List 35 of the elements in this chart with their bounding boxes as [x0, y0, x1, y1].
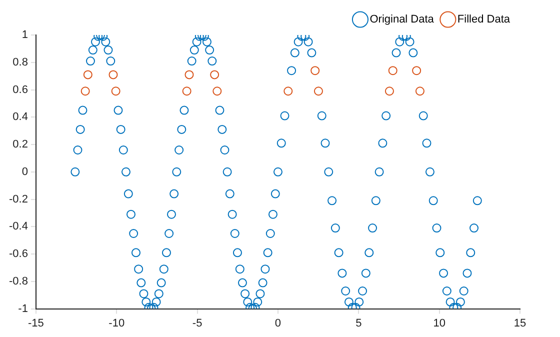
- point: [412, 66, 422, 76]
- x-tick-label: -10: [108, 317, 125, 330]
- x-tick-label: 15: [514, 317, 526, 330]
- legend-label: Original Data: [370, 14, 435, 26]
- y-tick-label: -1: [18, 302, 28, 315]
- point: [83, 70, 92, 80]
- y-tick-label: 0: [22, 166, 28, 178]
- point: [210, 70, 220, 80]
- x-tick-label: -15: [28, 317, 44, 330]
- point: [108, 70, 118, 80]
- x-tick-label: 0: [274, 317, 282, 330]
- y-tick-label: 0.2: [12, 138, 28, 151]
- y-tick-label: -0.6: [8, 248, 28, 260]
- point: [184, 70, 194, 80]
- point: [310, 66, 320, 76]
- y-tick-label: -0.2: [8, 193, 28, 206]
- y-tick-label: 0.8: [12, 56, 28, 68]
- y-tick-label: 0.4: [12, 111, 28, 124]
- point: [384, 86, 394, 96]
- point: [182, 86, 192, 96]
- x-tick-label: 5: [356, 317, 362, 330]
- point: [212, 86, 222, 96]
- y-tick-label: 0.6: [12, 84, 28, 96]
- point: [284, 86, 293, 96]
- point: [415, 86, 424, 96]
- y-tick-label: -0.8: [8, 275, 28, 288]
- y-tick-label: 1: [22, 29, 28, 42]
- x-tick-label: -5: [192, 317, 202, 330]
- point: [388, 66, 398, 76]
- x-tick-label: 10: [433, 317, 446, 330]
- legend-label: Filled Data: [457, 14, 511, 26]
- y-tick-label: -0.4: [8, 220, 28, 233]
- point: [314, 86, 323, 96]
- point: [80, 86, 90, 96]
- point: [111, 86, 120, 96]
